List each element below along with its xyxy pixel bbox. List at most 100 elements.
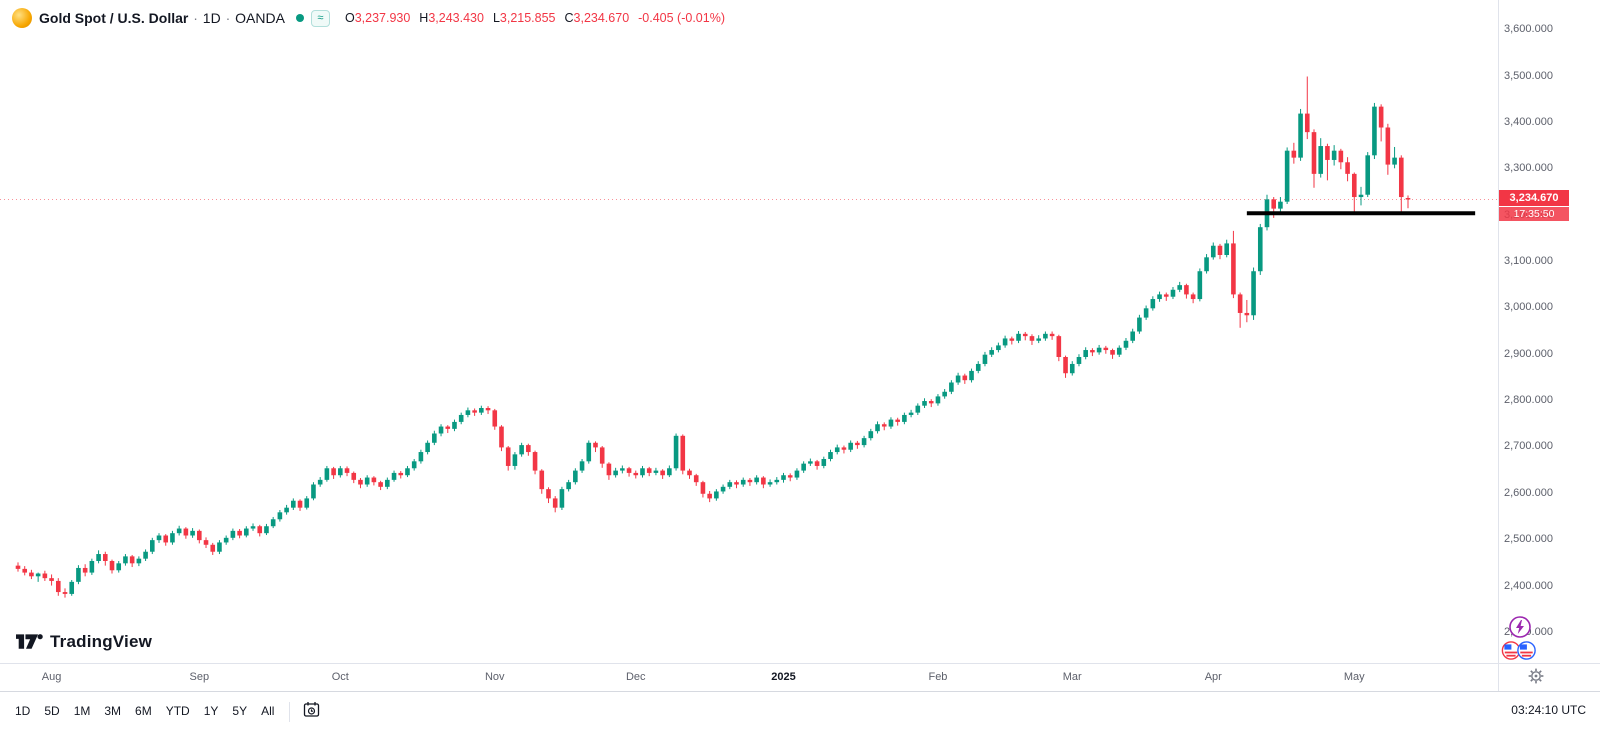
candle-body[interactable] [740,479,746,485]
candle-body[interactable] [136,558,142,564]
candle-body[interactable] [902,414,907,422]
candle-body[interactable] [680,435,686,471]
range-button-5d[interactable]: 5D [37,700,66,722]
candle-body[interactable] [700,482,706,494]
range-button-3m[interactable]: 3M [97,700,128,722]
candle-body[interactable] [55,580,61,593]
lightning-badge-icon[interactable] [1508,615,1532,644]
candle-body[interactable] [955,375,961,383]
candle-body[interactable] [526,445,531,453]
candle-body[interactable] [1022,333,1028,337]
candle-body[interactable] [1271,199,1277,209]
candle-body[interactable] [385,479,390,487]
candle-body[interactable] [176,528,182,534]
candle-body[interactable] [962,375,968,381]
candle-body[interactable] [317,479,323,485]
candle-body[interactable] [311,484,316,499]
candle-body[interactable] [96,554,101,561]
candle-body[interactable] [1177,285,1182,290]
candle-body[interactable] [808,461,813,464]
candle-body[interactable] [1110,350,1115,355]
candle-body[interactable] [183,528,189,536]
candle-body[interactable] [734,482,739,485]
candle-body[interactable] [1351,173,1357,198]
candle-body[interactable] [996,345,1001,351]
candle-body[interactable] [720,486,726,492]
candle-body[interactable] [794,470,800,478]
candle-body[interactable] [1304,113,1310,133]
candle-body[interactable] [1090,350,1095,353]
candle-body[interactable] [606,463,612,476]
tradingview-logo[interactable]: TradingView [16,630,152,654]
candle-body[interactable] [432,433,437,443]
candle-body[interactable] [888,419,894,427]
candle-body[interactable] [109,561,115,571]
candle-body[interactable] [935,396,941,404]
utc-time-button[interactable]: 03:24:10 UTC [1511,703,1586,717]
candle-body[interactable] [532,452,538,471]
candle-body[interactable] [539,470,545,490]
candle-body[interactable] [203,540,209,545]
candle-body[interactable] [1291,150,1297,158]
candle-body[interactable] [1325,146,1330,160]
candle-body[interactable] [1029,336,1035,341]
candle-body[interactable] [982,354,988,364]
candle-body[interactable] [519,445,524,455]
candle-body[interactable] [1331,150,1337,160]
candle-body[interactable] [264,526,269,534]
candle-body[interactable] [620,468,625,471]
candle-body[interactable] [841,447,847,450]
candle-body[interactable] [875,424,880,432]
candle-body[interactable] [1150,299,1156,309]
candle-body[interactable] [989,350,994,355]
candle-body[interactable] [1016,333,1021,341]
candle-body[interactable] [707,493,712,499]
candle-body[interactable] [1244,312,1250,316]
candle-body[interactable] [640,468,645,476]
candle-body[interactable] [512,454,518,466]
candle-body[interactable] [217,542,222,552]
candle-body[interactable] [949,382,954,392]
candle-body[interactable] [458,414,464,422]
us-flags-event-icon[interactable] [1500,639,1538,667]
candle-body[interactable] [1378,106,1384,128]
candle-body[interactable] [915,405,921,413]
candle-body[interactable] [1116,347,1122,355]
candle-body[interactable] [223,537,229,543]
candle-body[interactable] [754,477,759,483]
candle-body[interactable] [465,410,471,415]
candle-body[interactable] [1163,294,1169,297]
candle-body[interactable] [660,470,665,476]
candle-body[interactable] [821,459,827,466]
candle-body[interactable] [1392,157,1397,165]
candle-body[interactable] [364,477,370,485]
candle-body[interactable] [1063,357,1068,374]
candle-body[interactable] [667,468,672,476]
candle-body[interactable] [586,442,592,462]
candle-body[interactable] [244,528,249,536]
candle-body[interactable] [1257,227,1263,272]
candle-body[interactable] [297,500,303,508]
candle-body[interactable] [761,477,766,485]
candle-body[interactable] [546,489,551,499]
candle-body[interactable] [1143,308,1149,318]
candle-body[interactable] [1210,245,1216,258]
candle-body[interactable] [358,479,363,485]
candle-body[interactable] [774,479,780,483]
candle-body[interactable] [579,461,585,471]
candle-body[interactable] [942,391,947,397]
candle-body[interactable] [1204,257,1209,272]
candle-body[interactable] [552,498,558,508]
candle-body[interactable] [559,489,565,508]
candle-body[interactable] [1224,243,1229,255]
range-button-1d[interactable]: 1D [8,700,37,722]
range-button-1y[interactable]: 1Y [197,700,226,722]
market-status-dot-icon[interactable] [295,14,304,22]
candle-body[interactable] [599,447,605,464]
candle-body[interactable] [15,565,21,569]
candle-body[interactable] [834,447,840,453]
candle-body[interactable] [714,491,719,499]
candle-body[interactable] [1002,338,1008,346]
candle-body[interactable] [143,551,148,559]
candle-body[interactable] [257,526,263,534]
